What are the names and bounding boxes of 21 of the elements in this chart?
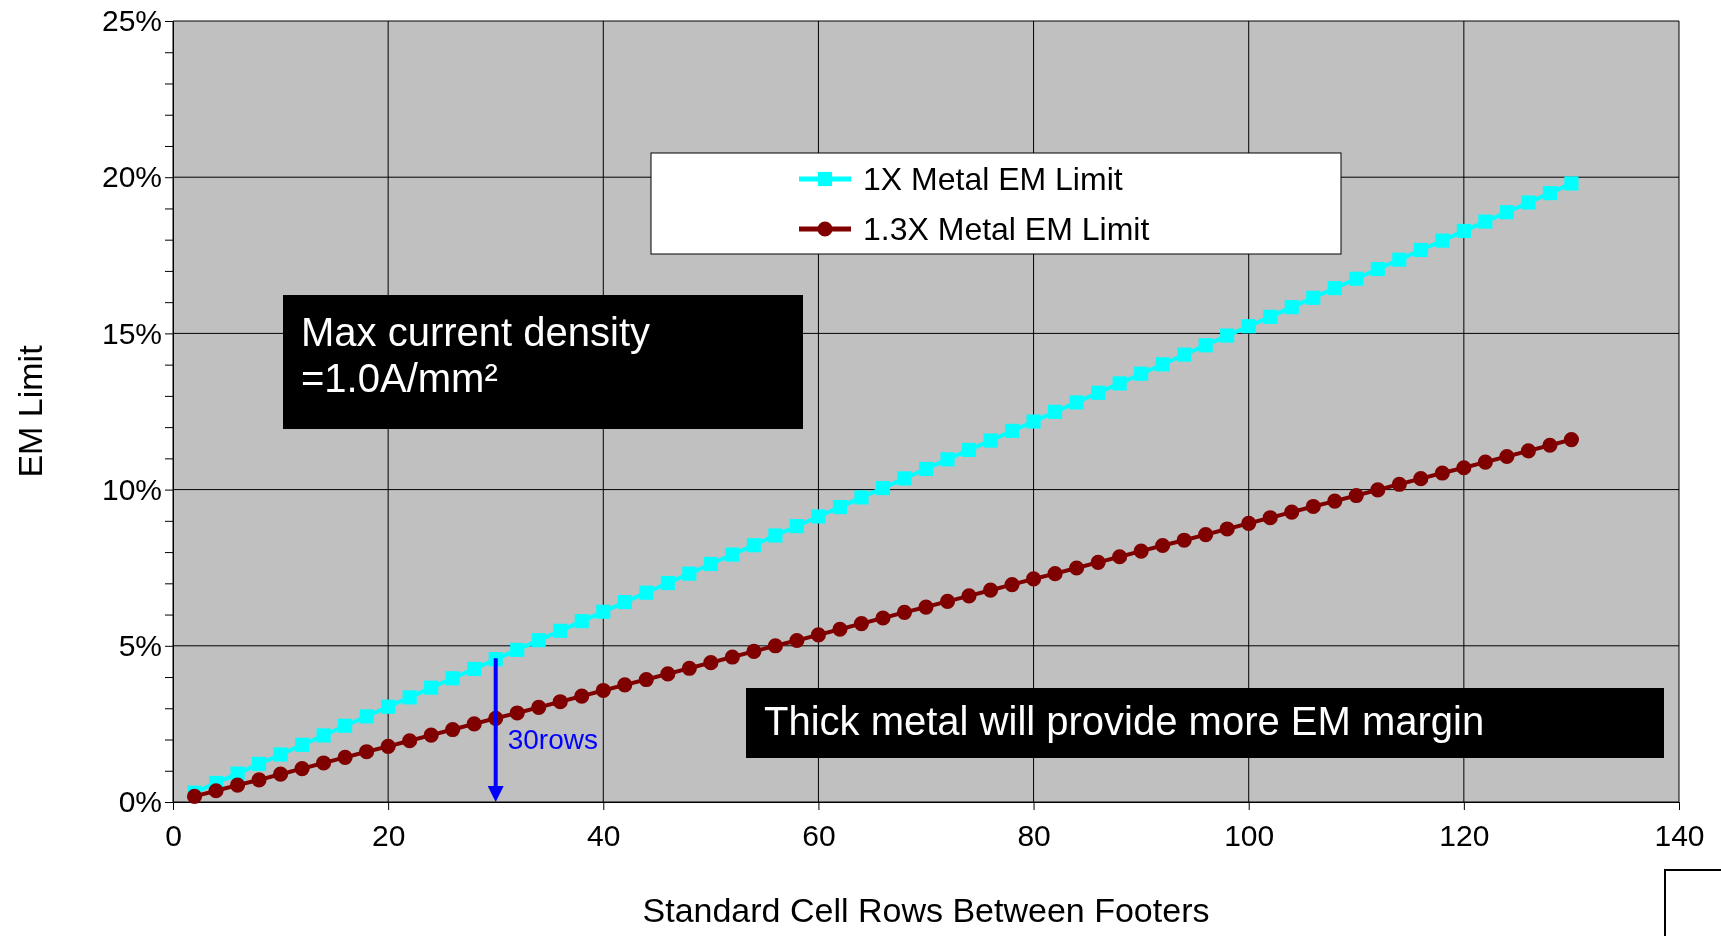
y-axis-title: EM Limit xyxy=(11,344,49,478)
x-tick-label: 80 xyxy=(1017,819,1051,852)
annotation: 30rows xyxy=(507,723,598,755)
text-box: Thick metal will provide more EM margin xyxy=(746,688,1664,758)
y-tick-label: 20% xyxy=(101,160,162,194)
x-tick-label: 0 xyxy=(165,819,182,852)
x-tick-label: 40 xyxy=(587,819,621,852)
y-tick-label: 10% xyxy=(101,472,162,506)
text-box: Max current density =1.0A/mm² xyxy=(283,295,803,429)
y-tick-label: 0% xyxy=(118,785,162,819)
legend-label: 1.3X Metal EM Limit xyxy=(863,211,1150,247)
x-tick-label: 100 xyxy=(1224,819,1275,852)
x-tick-label: 120 xyxy=(1439,819,1490,852)
x-tick-label: 140 xyxy=(1654,819,1705,852)
y-tick-label: 25% xyxy=(101,4,162,38)
y-tick-label: 15% xyxy=(101,316,162,350)
y-tick-label: 5% xyxy=(118,628,162,662)
x-tick-label: 60 xyxy=(802,819,836,852)
x-axis-title: Standard Cell Rows Between Footers xyxy=(642,891,1210,929)
legend-label: 1X Metal EM Limit xyxy=(863,161,1123,197)
x-tick-label: 20 xyxy=(371,819,406,852)
